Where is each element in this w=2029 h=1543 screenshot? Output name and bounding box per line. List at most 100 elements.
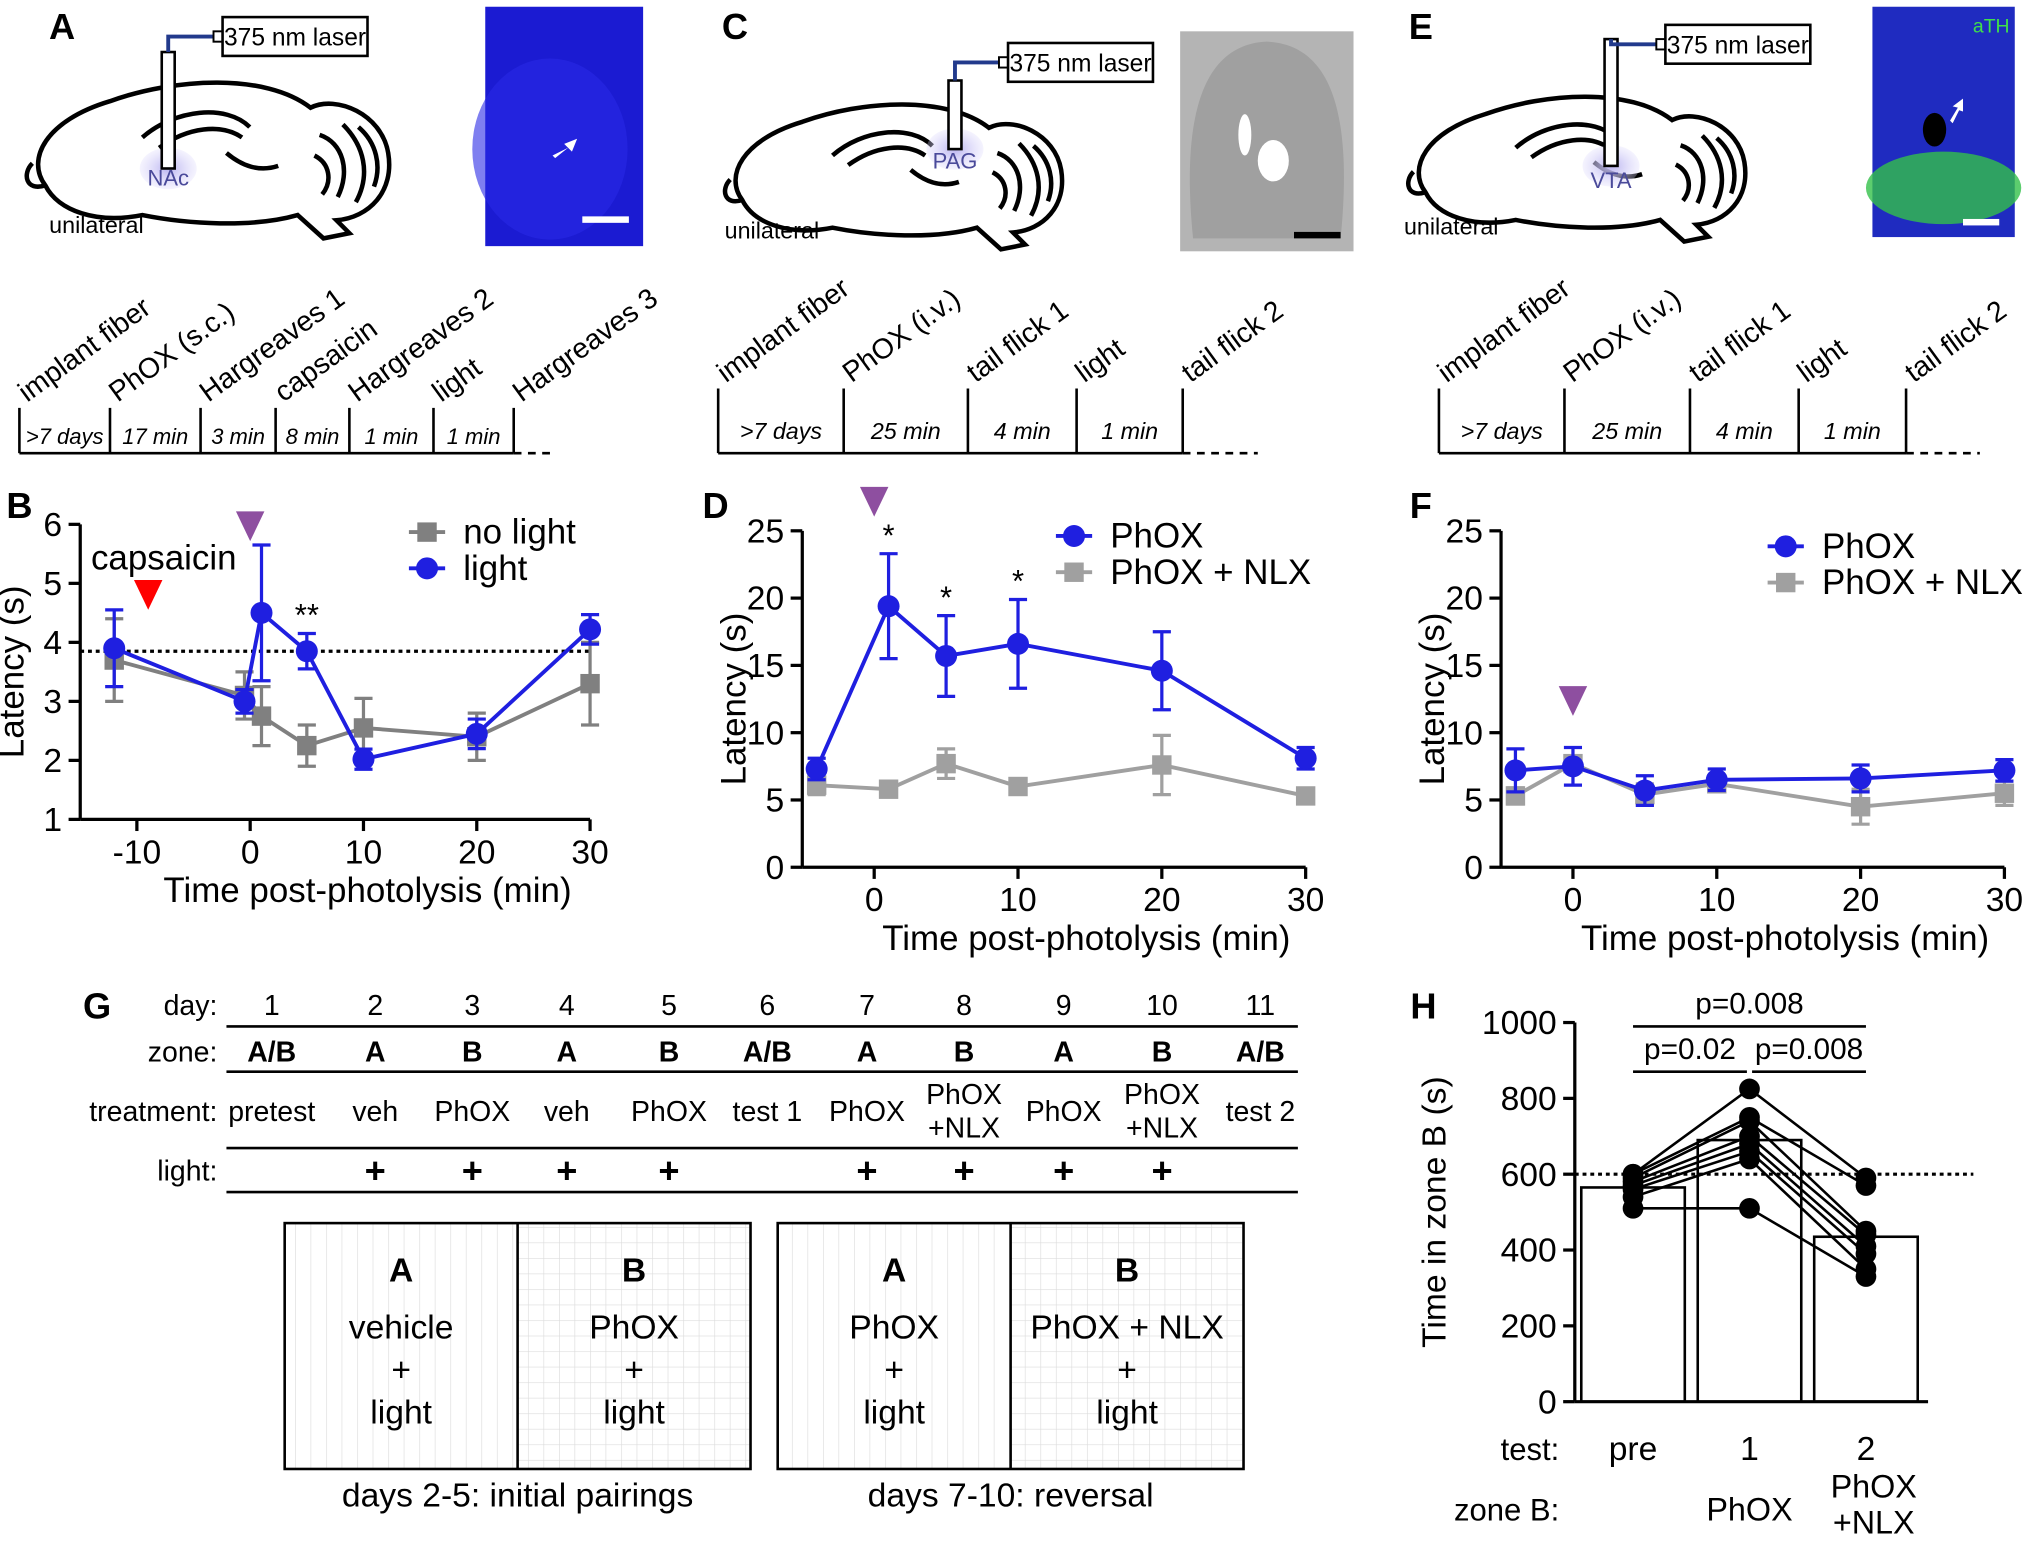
series-line [113,658,591,748]
duration-label: >7 days [1461,418,1544,444]
x-tick-label: 2 [1857,1431,1876,1468]
legend-label: PhOX + NLX [1822,563,2023,602]
fiber-cable [953,60,1001,81]
zone-label: PhOX [1706,1492,1792,1528]
x-tick-label: -10 [113,834,162,871]
legend-marker [416,557,439,580]
optic-fiber [160,50,176,170]
zone-cell: B [954,1036,975,1068]
event-label: implant fiber [1432,272,1576,389]
series-line [816,761,1307,798]
chamber-text: vehicle [349,1309,454,1346]
x-tick-label: 1 [1740,1431,1759,1468]
panel-label: G [83,986,111,1027]
row-label: light: [157,1155,217,1187]
subject-point [1622,1163,1644,1185]
legend-marker [417,522,437,542]
y-tick-label: 0 [1538,1384,1557,1421]
duration-label: 1 min [447,424,501,449]
zone-name: B [622,1252,646,1289]
x-tick-label: 30 [1287,882,1324,919]
day-cell: 10 [1146,990,1178,1022]
panel-label: A [49,6,75,47]
connector [1655,38,1667,51]
light-cell: + [1053,1150,1074,1191]
event-arrow [235,511,265,542]
light-cell: + [462,1150,483,1191]
brain-outline [722,102,1065,252]
y-tick-label: 15 [747,648,784,685]
data-point [1007,632,1030,655]
event-arrow [1558,686,1588,716]
data-point [1994,783,2015,803]
duration-label: 1 min [1101,418,1158,444]
treatment-cell: +NLX [1126,1113,1198,1145]
zone-cell: B [1152,1036,1173,1068]
duration-label: 3 min [211,424,265,449]
side-label: unilateral [1404,213,1498,239]
y-tick-label: 0 [1464,850,1483,887]
day-cell: 9 [1056,990,1072,1022]
legend-marker [1776,572,1796,593]
row-label: treatment: [89,1096,217,1128]
panel-label: D [703,485,729,526]
chamber-text: light [370,1395,432,1432]
chamber-text: PhOX + NLX [1030,1309,1223,1346]
p-value: p=0.02 [1644,1033,1736,1066]
subject-point [1739,1197,1760,1219]
y-tick-label: 800 [1501,1081,1557,1118]
region-label: PAG [933,148,978,173]
zone-cell: A [857,1036,878,1068]
light-cell: + [556,1150,577,1191]
event-arrow [859,486,889,517]
region-label: VTA [1590,168,1631,193]
event-label: implant fiber [711,272,855,389]
lesion [1257,140,1289,182]
data-point [877,595,900,618]
legend-label: PhOX [1822,527,1915,566]
connector [212,30,224,43]
y-tick-label: 15 [1446,648,1483,685]
p-value: p=0.008 [1695,987,1803,1020]
y-tick-label: 1000 [1482,1005,1557,1042]
treatment-cell: test 2 [1226,1096,1296,1128]
duration-label: 25 min [870,418,941,444]
row-label: zone: [148,1036,218,1068]
light-cell: + [658,1150,679,1191]
y-tick-label: 4 [43,625,62,662]
lesion [1238,114,1252,156]
chamber-text: + [624,1352,644,1389]
chamber-text: + [884,1352,904,1389]
y-tick-label: 5 [43,566,62,603]
panel-label: F [1410,485,1432,526]
y-tick-label: 2 [43,743,62,780]
zone-name: B [1115,1252,1139,1289]
legend-marker [1064,562,1084,582]
caption: days 7-10: reversal [868,1477,1154,1514]
series-line [1515,764,2005,793]
image-arrow [552,138,578,159]
tissue [1189,41,1344,239]
zone-name: A [882,1252,906,1289]
subject-point [1739,1078,1760,1100]
data-point [1849,767,1872,790]
legend-marker [1774,535,1797,558]
data-point [580,673,600,694]
treatment-cell: PhOX [434,1096,510,1128]
event-label: PhOX (i.v.) [837,283,967,389]
zone-cell: A [365,1036,386,1068]
subject-point [1855,1258,1877,1280]
data-point [1993,759,2016,782]
zone-cell: A [556,1036,577,1068]
y-tick-label: 10 [1446,715,1483,752]
row-label: day: [164,990,218,1022]
lesion [1922,112,1947,147]
laser-label: 375 nm laser [1009,50,1151,77]
duration-label: >7 days [26,424,104,449]
treatment-cell: pretest [228,1096,315,1128]
data-point [935,644,958,667]
laser-label: 375 nm laser [1667,32,1809,59]
event-label: tail flick 2 [1899,294,2012,389]
chamber-text: + [1117,1352,1137,1389]
chamber-text: light [1096,1395,1158,1432]
